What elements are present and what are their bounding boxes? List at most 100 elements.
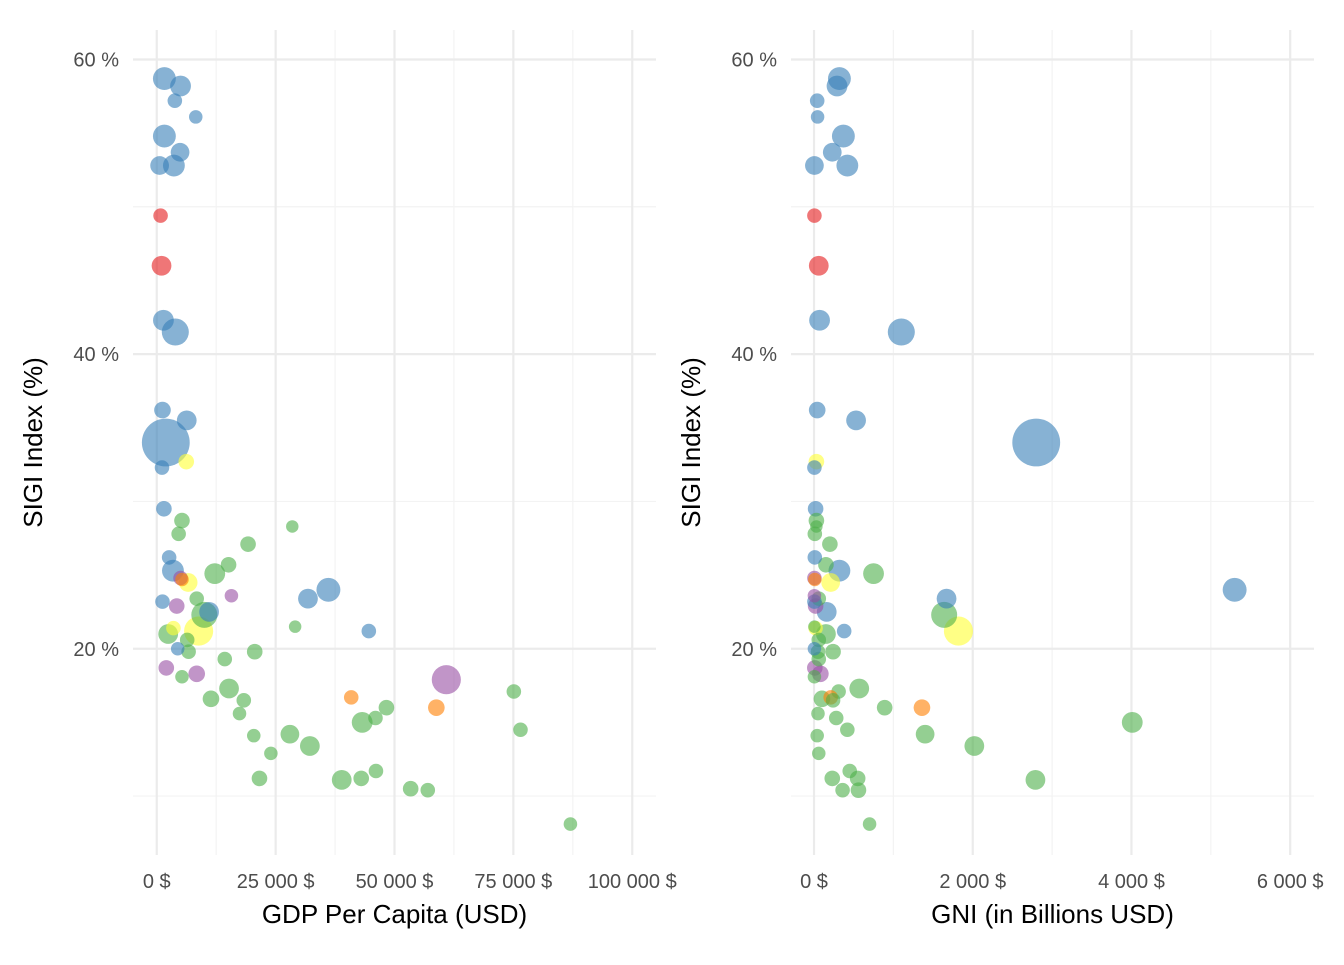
data-point	[368, 710, 383, 726]
data-point	[913, 699, 931, 716]
data-point	[850, 782, 867, 798]
data-point	[805, 156, 824, 175]
data-point	[154, 401, 171, 419]
data-point	[862, 817, 877, 831]
data-point	[808, 401, 826, 419]
data-point	[351, 712, 373, 733]
data-point	[189, 591, 204, 606]
data-point	[807, 588, 822, 603]
data-point	[807, 669, 822, 684]
data-point	[202, 690, 220, 708]
x-tick-label: 2 000 $	[939, 871, 1006, 893]
data-point	[822, 142, 842, 162]
data-point	[828, 710, 844, 726]
data-point	[219, 678, 239, 699]
data-point	[153, 208, 168, 223]
data-point	[150, 156, 169, 175]
data-point	[810, 520, 823, 533]
data-point	[808, 620, 821, 633]
data-point	[808, 572, 822, 587]
y-tick-label: 40 %	[731, 344, 777, 366]
data-point	[232, 706, 247, 721]
data-point	[824, 770, 841, 787]
data-point	[178, 453, 195, 470]
y-axis-title: SIGI Index (%)	[676, 357, 706, 528]
data-point	[158, 660, 175, 676]
data-point	[807, 500, 824, 517]
data-point	[224, 588, 239, 603]
data-point	[849, 678, 870, 699]
data-point	[353, 770, 370, 787]
data-point	[812, 746, 826, 761]
data-point	[822, 536, 838, 552]
data-point	[821, 573, 841, 592]
y-tick-label: 40 %	[73, 344, 119, 366]
data-point	[153, 309, 174, 331]
data-point	[168, 598, 185, 614]
data-point	[286, 520, 299, 533]
x-tick-label: 100 000 $	[588, 871, 677, 893]
data-point	[361, 623, 377, 639]
data-point	[402, 780, 419, 797]
data-point	[220, 556, 237, 573]
data-point	[808, 255, 829, 276]
data-point	[280, 724, 300, 744]
x-tick-label: 50 000 $	[356, 871, 434, 893]
data-point	[836, 623, 852, 639]
data-point	[176, 410, 197, 431]
data-point	[331, 769, 352, 790]
data-point	[246, 643, 263, 660]
data-point	[887, 318, 915, 346]
data-point	[809, 309, 830, 331]
data-point	[161, 550, 177, 565]
data-point	[818, 556, 834, 573]
data-point	[936, 588, 957, 609]
data-point	[368, 763, 384, 779]
data-point	[842, 763, 858, 779]
data-point	[931, 601, 958, 628]
data-point	[840, 722, 855, 738]
data-point	[835, 782, 850, 798]
scatter-panel-1: 0 $ 25 000 $ 50 000 $ 75 000 $ 100 000 $ 20 %…	[18, 30, 677, 929]
data-point	[836, 154, 859, 177]
data-point	[431, 665, 461, 695]
data-point	[316, 577, 341, 602]
data-point	[915, 724, 935, 744]
data-point	[506, 684, 522, 699]
data-point	[141, 418, 190, 467]
data-point	[170, 75, 191, 97]
data-point	[563, 817, 578, 831]
data-point	[155, 594, 170, 609]
data-point	[826, 75, 848, 97]
data-point	[807, 460, 822, 475]
data-point	[1012, 418, 1061, 467]
data-point	[1222, 577, 1247, 602]
data-point	[513, 722, 528, 738]
data-point	[378, 699, 395, 716]
data-point	[236, 693, 252, 708]
data-point	[170, 142, 190, 162]
y-axis-title: SIGI Index (%)	[18, 357, 48, 528]
data-point	[1025, 769, 1046, 790]
data-point	[174, 512, 190, 529]
data-point	[167, 93, 183, 108]
data-point	[156, 500, 172, 517]
data-point	[299, 736, 320, 756]
data-point	[298, 588, 318, 609]
y-tick-label: 20 %	[73, 639, 119, 661]
x-tick-label: 75 000 $	[474, 871, 552, 893]
data-point	[825, 693, 841, 708]
data-point	[240, 536, 256, 552]
data-point	[810, 110, 825, 124]
data-point	[1121, 712, 1143, 733]
data-point	[175, 669, 189, 684]
data-point	[809, 93, 825, 108]
x-axis-title: GDP Per Capita (USD)	[262, 899, 527, 929]
data-point	[152, 124, 176, 148]
data-point	[170, 641, 185, 656]
x-axis-title: GNI (in Billions USD)	[931, 899, 1174, 929]
data-point	[810, 728, 824, 743]
data-point	[179, 632, 195, 648]
data-point	[188, 665, 206, 683]
